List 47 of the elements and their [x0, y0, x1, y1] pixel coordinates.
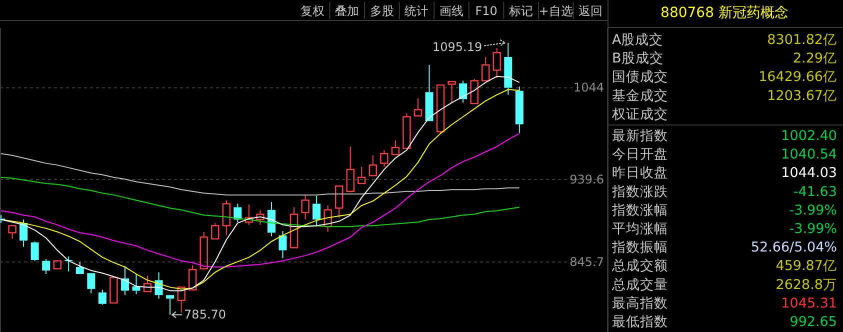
- category-label: 最高指数: [612, 295, 668, 312]
- text: 1002.40: [781, 128, 837, 144]
- text: 8301.82亿: [767, 32, 837, 48]
- y-tick-label: 1044: [573, 80, 604, 95]
- category-label: 权证成交: [611, 106, 668, 122]
- category-label: 今日开盘: [612, 146, 668, 163]
- category-label: 指数涨跌: [611, 184, 668, 200]
- text: +自选: [538, 4, 573, 18]
- text: 992.65: [790, 314, 837, 330]
- text: 叠加: [335, 4, 360, 18]
- text: 画线: [440, 4, 464, 18]
- text: -41.63: [793, 184, 837, 200]
- text: 标记: [508, 4, 534, 18]
- text: 1203.67亿: [767, 88, 837, 104]
- text: 2.29亿: [792, 50, 837, 67]
- text: 459.87亿: [776, 258, 837, 274]
- text: 52.66/5.04%: [750, 240, 837, 256]
- text: 1040.54: [781, 146, 837, 163]
- category-label: A股成交: [612, 32, 664, 48]
- text: -3.99%: [789, 202, 837, 218]
- category-label: 基金成交: [612, 88, 668, 104]
- category-label: 最新指数: [612, 128, 668, 144]
- text: -3.99%: [789, 221, 837, 237]
- y-tick-label: 845.7: [570, 254, 604, 269]
- category-label: 平均涨幅: [612, 221, 668, 237]
- text: 1045.31: [781, 295, 837, 312]
- category-label: 总成交额: [611, 258, 668, 274]
- category-label: B股成交: [612, 50, 664, 67]
- category-label: 昨日收盘: [612, 165, 668, 182]
- text: F10: [475, 4, 498, 18]
- text: 复权: [300, 4, 324, 18]
- category-label: 最低指数: [612, 314, 668, 330]
- text: 统计: [404, 4, 429, 18]
- category-label: 指数振幅: [611, 240, 668, 256]
- annotation: 785.70: [184, 308, 226, 322]
- category-label: 国债成交: [612, 69, 668, 86]
- y-tick-label: 939.6: [570, 172, 604, 186]
- category-label: 总成交量: [611, 276, 668, 293]
- text: 多股: [370, 4, 394, 18]
- annotation: 1095.19: [432, 40, 482, 54]
- category-label: 指数涨幅: [611, 202, 668, 218]
- line-series: [0, 132, 520, 268]
- text: 880768 新冠药概念: [660, 5, 788, 21]
- text: 16429.66亿: [758, 69, 837, 86]
- text: 1044.03: [781, 165, 837, 182]
- text: 返回: [578, 4, 603, 18]
- text: 2628.8万: [776, 276, 837, 293]
